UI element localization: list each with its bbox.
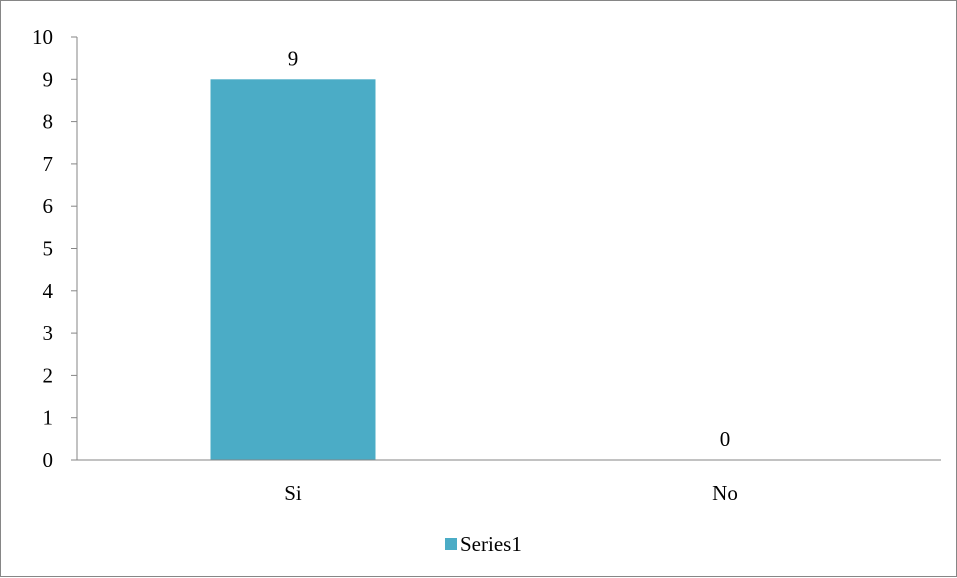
y-tick-label: 8 [43, 110, 54, 134]
legend[interactable]: Series1 [445, 532, 522, 556]
data-label: 0 [720, 427, 731, 451]
x-axis-labels: Si No [284, 481, 738, 505]
data-label: 9 [288, 46, 299, 70]
y-tick-label: 2 [43, 363, 54, 387]
y-tick-label: 3 [43, 321, 54, 345]
x-category-label: Si [284, 481, 302, 505]
data-labels: 90 [288, 46, 731, 451]
bars [210, 79, 376, 461]
y-tick-label: 0 [43, 448, 54, 472]
y-tick-label: 7 [43, 152, 54, 176]
y-axis-ticks: 0 1 2 3 4 5 6 7 8 9 10 [32, 25, 77, 472]
y-tick-label: 10 [32, 25, 53, 49]
y-tick-label: 6 [43, 194, 54, 218]
axes [71, 37, 941, 461]
x-category-label: No [712, 481, 738, 505]
legend-swatch [445, 538, 457, 550]
y-tick-label: 5 [43, 237, 54, 261]
y-tick-label: 9 [43, 67, 54, 91]
y-tick-label: 4 [43, 279, 54, 303]
y-tick-label: 1 [43, 406, 54, 430]
legend-label: Series1 [460, 532, 522, 556]
bar-si [210, 79, 376, 461]
